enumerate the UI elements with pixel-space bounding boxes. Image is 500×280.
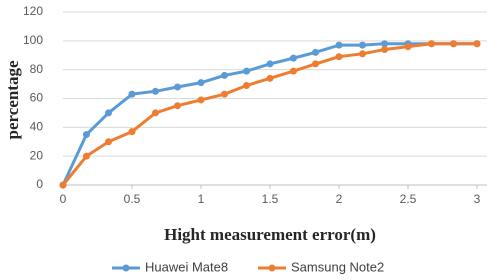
point — [82, 152, 90, 160]
point — [243, 67, 251, 75]
x-axis-title: Hight measurement error(m) — [164, 225, 376, 244]
point — [243, 82, 251, 90]
point — [427, 40, 435, 48]
x-tick-label: 0.5 — [124, 192, 141, 206]
point — [335, 53, 343, 61]
point — [381, 40, 389, 48]
point — [289, 67, 297, 75]
y-tick-label: 80 — [30, 62, 44, 76]
point — [197, 96, 205, 104]
point — [59, 181, 67, 189]
point — [151, 109, 159, 117]
point — [197, 79, 205, 87]
point — [105, 109, 113, 117]
point — [312, 48, 320, 56]
point — [174, 83, 182, 91]
point — [312, 60, 320, 68]
point — [266, 60, 274, 68]
point — [381, 45, 389, 53]
y-tick-label: 60 — [30, 91, 44, 105]
x-tick-label: 2 — [336, 192, 343, 206]
x-tick-label: 0 — [60, 192, 67, 206]
legend-text: Samsung Note2 — [291, 259, 384, 274]
y-tick-label: 0 — [36, 177, 43, 191]
point — [335, 41, 343, 49]
y-axis-title: percentage — [3, 60, 22, 139]
legend-marker — [122, 264, 130, 272]
point — [220, 90, 228, 98]
y-tick-label: 20 — [30, 148, 44, 162]
point — [151, 87, 159, 95]
point — [358, 50, 366, 58]
point — [220, 71, 228, 79]
legend-text: Huawei Mate8 — [145, 259, 228, 274]
legend-marker — [268, 264, 276, 272]
y-tick-label: 100 — [23, 33, 43, 47]
point — [358, 41, 366, 49]
y-tick-label: 120 — [23, 4, 43, 18]
point — [289, 54, 297, 62]
point — [450, 40, 458, 48]
point — [174, 102, 182, 110]
point — [128, 128, 136, 136]
point — [404, 43, 412, 51]
x-tick-label: 1 — [198, 192, 205, 206]
x-tick-label: 1.5 — [262, 192, 279, 206]
point — [128, 90, 136, 98]
x-tick-label: 3 — [474, 192, 481, 206]
point — [82, 131, 90, 139]
x-tick-label: 2.5 — [400, 192, 417, 206]
point — [105, 138, 113, 146]
point — [473, 40, 481, 48]
y-tick-label: 40 — [30, 120, 44, 134]
point — [266, 74, 274, 82]
